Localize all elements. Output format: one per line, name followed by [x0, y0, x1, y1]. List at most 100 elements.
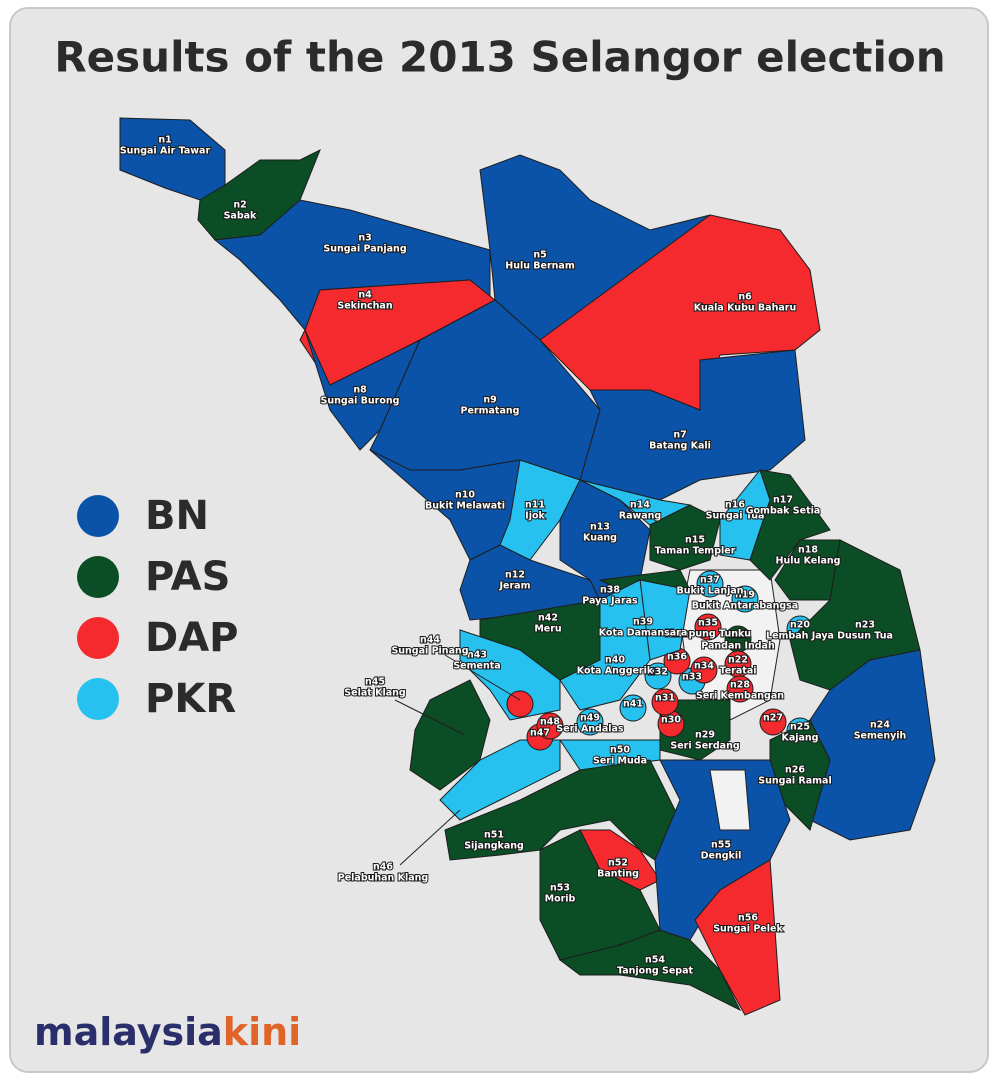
constituency-name: Permatang [461, 406, 520, 417]
constituency-name: Dusun Tua [837, 631, 893, 642]
constituency-code: n40 [605, 655, 625, 666]
constituency-name: Sungai Tua [706, 511, 765, 522]
constituency-area [726, 675, 754, 703]
constituency-area [694, 859, 781, 1016]
constituency-area [759, 708, 787, 736]
constituency-code: n38 [600, 585, 620, 596]
constituency-name: Seri Serdang [670, 741, 739, 752]
constituency-name: Batang Kali [649, 441, 711, 452]
legend-swatch [77, 495, 119, 537]
constituency-code: n34 [694, 661, 714, 672]
constituency-name: Bukit Lanjan [676, 586, 743, 597]
legend-label: DAP [145, 615, 238, 661]
constituency-code: n12 [505, 570, 525, 581]
legend: BN PAS DAP PKR [77, 493, 238, 722]
constituency-area [731, 585, 759, 613]
constituency-name: Kota Anggerik [577, 666, 654, 677]
constituency-code: n23 [855, 620, 875, 631]
constituency-name: Sungai Panjang [323, 244, 406, 255]
constituency-code: n8 [353, 385, 367, 396]
legend-label: PKR [145, 676, 236, 722]
constituency-area [439, 739, 561, 821]
constituency-name: Kajang [781, 733, 818, 744]
constituency-code: n16 [725, 500, 745, 511]
constituency-code: n43 [467, 650, 487, 661]
constituency-name: Hulu Bernam [505, 261, 575, 272]
constituency-name: Teratai [720, 666, 757, 677]
constituency-code: n30 [661, 715, 681, 726]
title: Results of the 2013 Selangor election [54, 33, 945, 82]
constituency-code: n33 [682, 672, 702, 683]
constituency-code: n1 [158, 135, 171, 146]
constituency-code: n17 [773, 495, 793, 506]
constituency-name: Sekinchan [337, 301, 392, 312]
constituency-code: n45 [365, 677, 385, 688]
constituency-name: Sungai Pinang [391, 646, 468, 657]
constituency-area [619, 694, 647, 722]
constituency-code: n39 [633, 617, 653, 628]
constituency-code: n13 [590, 522, 610, 533]
constituency-name: Pelabuhan Klang [338, 873, 428, 884]
constituency-area [651, 688, 679, 716]
constituency-name: Sabak [224, 211, 257, 222]
constituency-code: n29 [695, 730, 715, 741]
constituency-code: n11 [525, 500, 545, 511]
constituency-code: n49 [580, 713, 600, 724]
constituency-code: n44 [420, 635, 440, 646]
constituency-name: Morib [545, 894, 576, 905]
constituency-name: Seri Kembangan [696, 691, 784, 702]
constituency-code: n48 [540, 717, 560, 728]
constituency-name: Sungai Burong [321, 396, 400, 407]
constituency-code: n27 [763, 713, 783, 724]
constituency-name: Taman Templer [655, 546, 736, 557]
constituency-code: n22 [728, 655, 748, 666]
legend-swatch [77, 617, 119, 659]
constituency-name: Sungai Air Tawar [120, 146, 211, 157]
constituency-name: Jeram [499, 581, 531, 592]
constituency-area [694, 613, 722, 641]
leader-lines [394, 654, 521, 866]
constituency-code: n3 [358, 233, 371, 244]
constituency-code: n46 [373, 862, 393, 873]
constituency-code: n10 [455, 490, 475, 501]
constituency-area [576, 708, 604, 736]
constituency-name: Kota Damansara [599, 628, 688, 639]
constituency-name: Kampung Tunku [665, 629, 751, 640]
constituency-name: Tanjong Sepat [617, 966, 694, 977]
constituency-name: Sementa [453, 661, 500, 672]
leader-line [394, 699, 466, 736]
constituency-name: Kuang [583, 533, 617, 544]
constituency-code: n6 [738, 292, 752, 303]
leader-line [399, 809, 461, 866]
constituency-code: n53 [550, 883, 570, 894]
constituency-code: n47 [530, 728, 550, 739]
constituency-code: n28 [730, 680, 750, 691]
constituency-name: Sungai Pelek [713, 924, 783, 935]
constituency-area [197, 148, 321, 241]
constituency-code: n21 [728, 630, 748, 641]
constituency-name: Selat Klang [344, 688, 405, 699]
legend-label: BN [145, 493, 209, 539]
constituency-name: Bukit Melawati [425, 501, 505, 512]
constituency-code: n37 [700, 575, 720, 586]
constituency-code: n19 [735, 590, 755, 601]
legend-swatch [77, 556, 119, 598]
constituency-name: Seri Andalas [556, 724, 624, 735]
constituency-code: n31 [655, 693, 675, 704]
constituency-area [696, 570, 724, 598]
constituency-code: n26 [785, 765, 805, 776]
constituency-name: Lembah Jaya [766, 631, 834, 642]
constituency-area [558, 929, 742, 1012]
constituency-code: n2 [233, 200, 246, 211]
constituency-code: n50 [610, 745, 630, 756]
constituency-name: Sijangkang [464, 841, 524, 852]
enclave [709, 769, 751, 831]
logo-part: malaysia [34, 1010, 223, 1054]
constituency-code: n56 [738, 913, 758, 924]
constituency-name: Kuala Kubu Baharu [694, 303, 796, 314]
constituency-code: n41 [623, 699, 643, 710]
constituency-code: n52 [608, 858, 628, 869]
constituency-name: Semenyih [854, 731, 907, 742]
